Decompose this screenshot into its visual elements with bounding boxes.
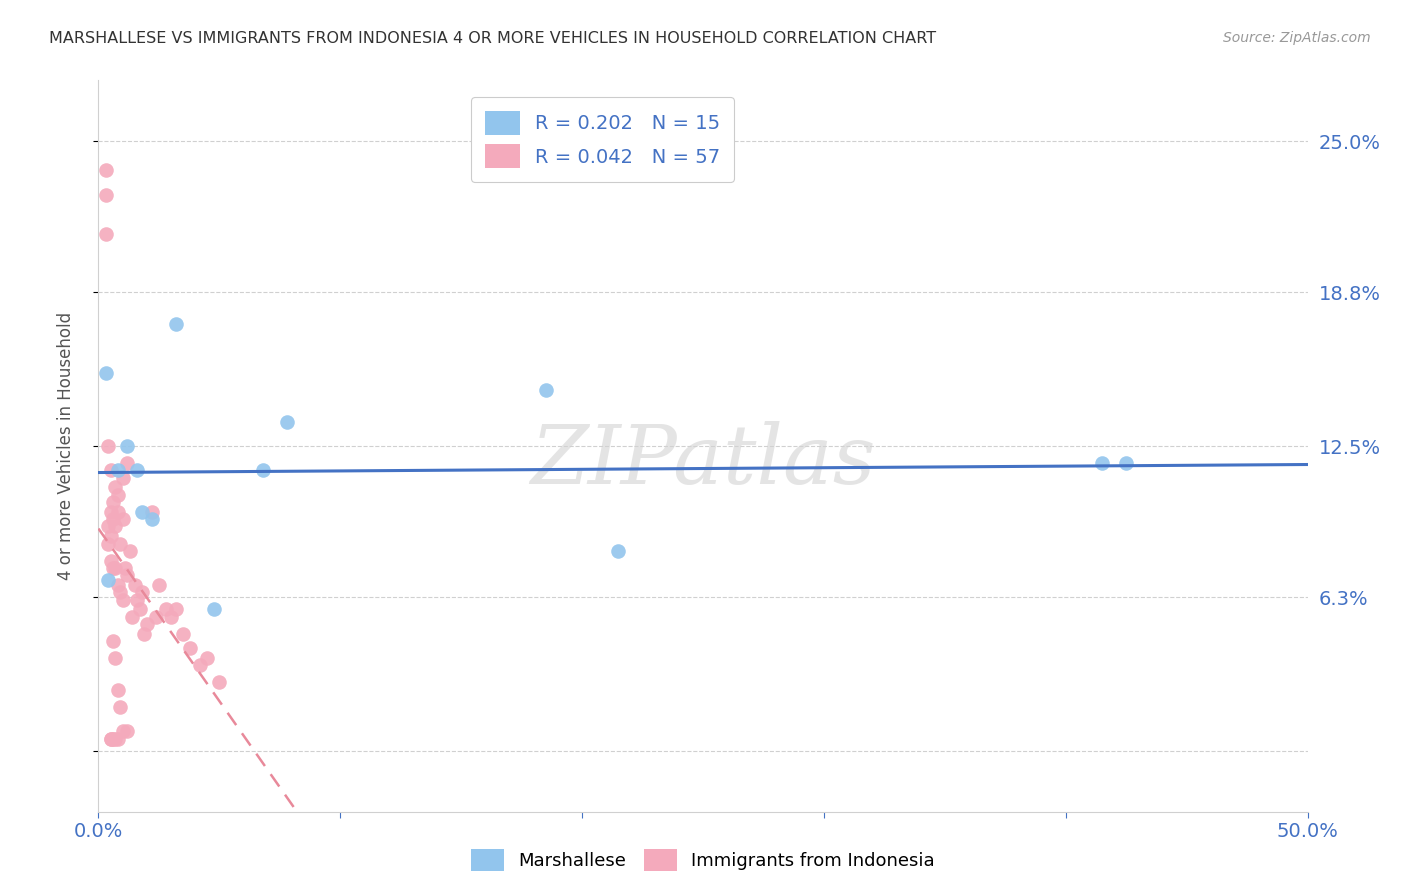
Point [127,463,149,477]
Point [100,731,122,746]
Point [111,724,134,739]
Point [111,592,134,607]
Point [1091,456,1114,470]
Point [141,505,163,519]
Point [179,641,201,656]
Point [94,366,117,380]
Point [101,495,124,509]
Point [97,519,120,533]
Point [127,592,149,607]
Point [101,731,124,746]
Point [104,480,127,494]
Point [100,731,122,746]
Point [107,578,129,592]
Point [118,544,141,558]
Point [155,602,177,616]
Point [107,488,129,502]
Point [97,439,120,453]
Point [121,609,143,624]
Point [128,602,150,616]
Point [107,463,129,477]
Text: Source: ZipAtlas.com: Source: ZipAtlas.com [1223,31,1371,45]
Text: MARSHALLESE VS IMMIGRANTS FROM INDONESIA 4 OR MORE VEHICLES IN HOUSEHOLD CORRELA: MARSHALLESE VS IMMIGRANTS FROM INDONESIA… [49,31,936,46]
Point [100,529,122,543]
Point [204,602,226,616]
Point [107,682,129,697]
Point [534,383,557,397]
Point [104,519,127,533]
Point [101,634,124,648]
Point [101,561,124,575]
Point [134,626,156,640]
Point [117,724,139,739]
Point [148,578,170,592]
Point [117,439,139,453]
Point [101,512,124,526]
Legend: Marshallese, Immigrants from Indonesia: Marshallese, Immigrants from Indonesia [464,842,942,879]
Point [188,658,211,673]
Point [124,578,146,592]
Point [111,471,134,485]
Point [104,651,127,665]
Point [108,699,131,714]
Point [94,187,117,202]
Point [94,163,117,178]
Point [607,544,630,558]
Point [107,505,129,519]
Point [94,227,117,241]
Point [165,602,187,616]
Point [276,415,298,429]
Point [100,463,122,477]
Point [131,585,153,599]
Point [141,512,163,526]
Point [135,617,157,632]
Point [172,626,194,640]
Point [131,505,153,519]
Point [1115,456,1137,470]
Point [117,568,139,582]
Point [104,561,127,575]
Point [100,505,122,519]
Y-axis label: 4 or more Vehicles in Household: 4 or more Vehicles in Household [56,312,75,580]
Point [117,456,139,470]
Point [100,553,122,567]
Point [252,463,274,477]
Point [108,585,131,599]
Point [107,731,129,746]
Point [104,731,127,746]
Point [165,317,187,331]
Point [145,609,167,624]
Point [114,561,136,575]
Point [195,651,218,665]
Point [97,573,120,587]
Point [208,675,231,690]
Text: ZIPatlas: ZIPatlas [530,421,876,500]
Point [97,536,120,550]
Point [160,609,183,624]
Point [108,536,131,550]
Point [111,512,134,526]
Legend: R = 0.202   N = 15, R = 0.042   N = 57: R = 0.202 N = 15, R = 0.042 N = 57 [471,97,734,182]
